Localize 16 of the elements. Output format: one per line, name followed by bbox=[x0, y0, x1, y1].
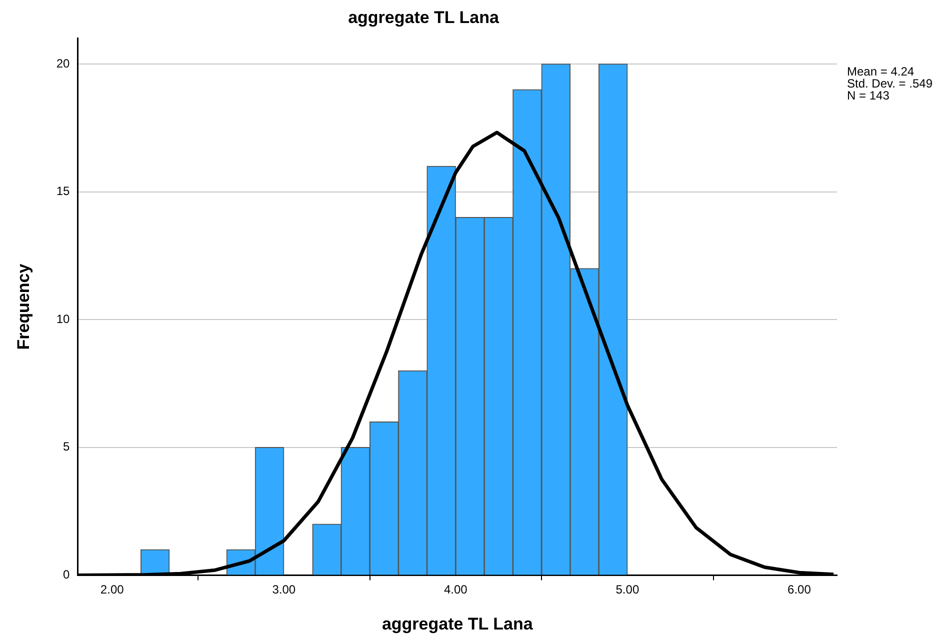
y-tick-label: 0 bbox=[63, 568, 70, 582]
text: N = 143 bbox=[847, 88, 890, 103]
x-tick-label: 6.00 bbox=[788, 582, 812, 597]
y-tick-label: 5 bbox=[63, 440, 70, 454]
y-axis-title: Frequency bbox=[14, 263, 33, 350]
y-tick-label: 10 bbox=[56, 312, 70, 326]
y-tick-label: 15 bbox=[56, 184, 70, 198]
x-tick-label: 4.00 bbox=[444, 582, 468, 597]
text: Mean = 4.24 bbox=[847, 64, 914, 79]
y-tick-label: 20 bbox=[56, 56, 70, 70]
x-tick-label: 3.00 bbox=[272, 582, 296, 597]
text: Std. Dev. = .549 bbox=[847, 76, 933, 91]
x-axis-title: aggregate TL Lana bbox=[382, 614, 534, 634]
x-tick-label: 2.00 bbox=[100, 582, 124, 597]
chart-title: aggregate TL Lana bbox=[348, 8, 500, 27]
x-tick-label: 5.00 bbox=[616, 582, 640, 597]
